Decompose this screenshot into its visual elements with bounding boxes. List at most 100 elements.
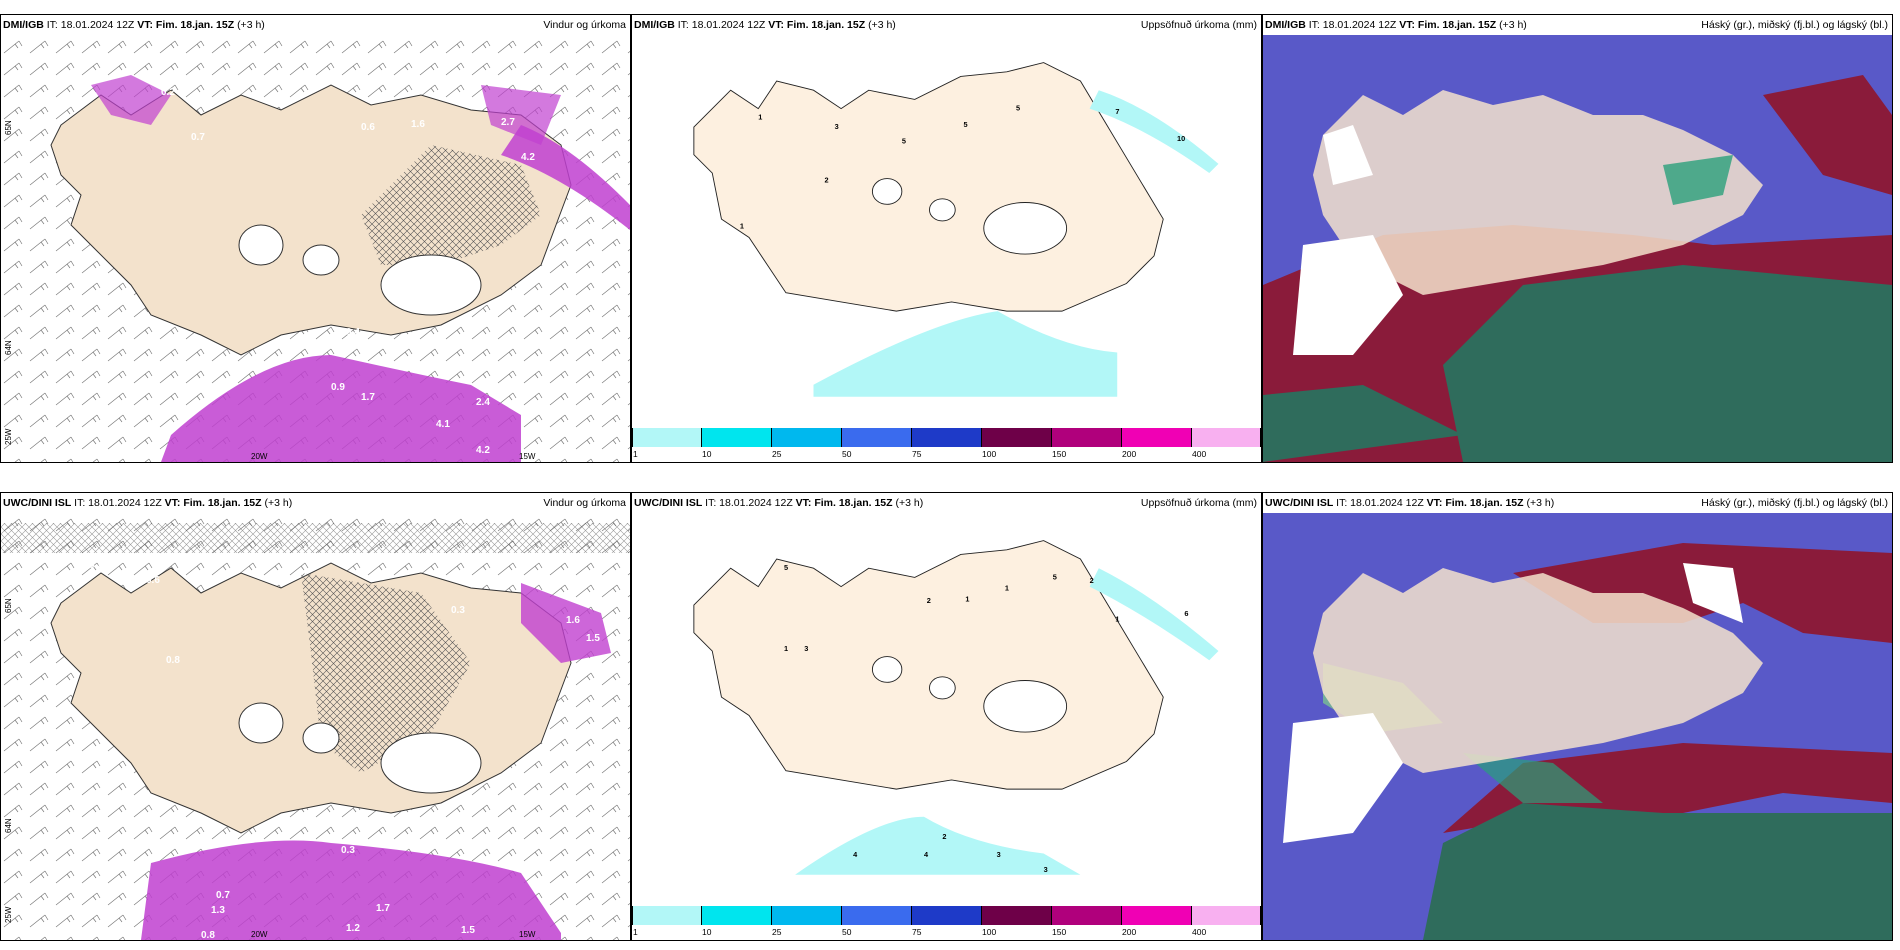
init-time: IT: 18.01.2024 12Z xyxy=(46,19,135,31)
cloud-map xyxy=(1263,513,1892,940)
precip-value: 0.7 xyxy=(191,132,205,143)
precip-value: 0.3 xyxy=(451,605,465,616)
precip-value: 0.8 xyxy=(201,930,215,940)
precip-value: 0.4 xyxy=(346,327,360,338)
colorbar-swatch xyxy=(702,428,772,447)
colorbar-swatch xyxy=(702,906,772,925)
accum-value: 2 xyxy=(1090,576,1094,585)
panel-header: UWC/DINI ISL IT: 18.01.2024 12Z VT: Fim.… xyxy=(1263,493,1892,513)
valid-time: VT: Fim. 18.jan. 15Z xyxy=(164,497,262,509)
panel-uwc-wind-precip: UWC/DINI ISL IT: 18.01.2024 12Z VT: Fim.… xyxy=(0,492,631,941)
colorbar-tick: 25 xyxy=(772,927,782,937)
accum-value: 5 xyxy=(1053,572,1057,581)
iceland-land xyxy=(693,62,1164,312)
valid-time: VT: Fim. 18.jan. 15Z xyxy=(795,497,893,509)
accum-value: 5 xyxy=(784,563,788,572)
precip-value: 0.6 xyxy=(146,575,160,586)
init-time: IT: 18.01.2024 12Z xyxy=(74,497,162,509)
colorbar-tick: 75 xyxy=(912,449,922,459)
accum-value: 1 xyxy=(1115,615,1119,624)
panel-title: Háský (gr.), miðský (fj.bl.) og lágský (… xyxy=(1701,497,1888,509)
accum-value: 5 xyxy=(964,120,968,129)
panel-header: UWC/DINI ISL IT: 18.01.2024 12Z VT: Fim.… xyxy=(632,493,1261,513)
valid-time: VT: Fim. 18.jan. 15Z xyxy=(1399,19,1497,31)
colorbar-tick: 1 xyxy=(633,449,638,459)
colorbar-swatch xyxy=(632,428,702,447)
panel-header: DMI/IGB IT: 18.01.2024 12Z VT: Fim. 18.j… xyxy=(1,15,630,35)
colorbar-swatch xyxy=(842,428,912,447)
colorbar-swatch xyxy=(982,428,1052,447)
colorbar-tick: 100 xyxy=(982,927,997,937)
wind-precip-map: 0.2 0.7 0.6 2.7 1.6 4.2 0.4 0.9 1.7 2.4 … xyxy=(1,35,630,462)
accum-value: 3 xyxy=(835,122,839,131)
colorbar-tick: 400 xyxy=(1192,449,1207,459)
precip-value: 4.2 xyxy=(521,152,535,163)
colorbar-tick: 1 xyxy=(633,927,638,937)
panel-header: DMI/IGB IT: 18.01.2024 12Z VT: Fim. 18.j… xyxy=(632,15,1261,35)
colorbar-swatch xyxy=(912,428,982,447)
accum-value: 5 xyxy=(1016,103,1020,112)
accum-value: 3 xyxy=(1044,865,1048,874)
colorbar-swatch xyxy=(1192,428,1261,447)
colorbar-swatch xyxy=(632,906,702,925)
accum-value: 10 xyxy=(1177,134,1185,143)
precip-value: 1.3 xyxy=(211,905,225,916)
accum-value: 2 xyxy=(927,596,931,605)
precip-value: 0.4 xyxy=(121,555,135,566)
colorbar-tick: 200 xyxy=(1122,927,1137,937)
model-name: UWC/DINI ISL xyxy=(634,497,703,509)
accum-value: 5 xyxy=(902,137,906,146)
lat-label: 65N xyxy=(4,598,13,613)
colorbar-tick: 50 xyxy=(842,927,852,937)
valid-time: VT: Fim. 18.jan. 15Z xyxy=(768,19,866,31)
colorbar-tick: 200 xyxy=(1122,449,1137,459)
panel-uwc-accum-precip: UWC/DINI ISL IT: 18.01.2024 12Z VT: Fim.… xyxy=(631,492,1262,941)
init-time: IT: 18.01.2024 12Z xyxy=(1308,19,1397,31)
colorbar-swatch xyxy=(912,906,982,925)
precip-value: 4.2 xyxy=(476,445,490,456)
panel-dmi-accum-precip: DMI/IGB IT: 18.01.2024 12Z VT: Fim. 18.j… xyxy=(631,14,1262,463)
model-name: UWC/DINI ISL xyxy=(3,497,72,509)
accum-value: 1 xyxy=(1005,583,1009,592)
precip-value: 0.7 xyxy=(216,890,230,901)
accum-value: 3 xyxy=(997,850,1001,859)
accum-value: 1 xyxy=(784,644,788,653)
panel-title: Vindur og úrkoma xyxy=(543,497,626,509)
lon-label: 15W xyxy=(519,452,536,461)
panel-title: Vindur og úrkoma xyxy=(543,19,626,31)
colorbar-swatch xyxy=(1052,906,1122,925)
precip-area xyxy=(795,816,1081,875)
panel-dmi-wind-precip: DMI/IGB IT: 18.01.2024 12Z VT: Fim. 18.j… xyxy=(0,14,631,463)
precip-value: 2.4 xyxy=(476,397,490,408)
colorbar-tick: 50 xyxy=(842,449,852,459)
lat-label: 64N xyxy=(4,340,13,355)
precip-area xyxy=(813,311,1118,397)
lead-time: (+3 h) xyxy=(895,497,924,509)
init-time: IT: 18.01.2024 12Z xyxy=(677,19,766,31)
colorbar-tick: 150 xyxy=(1052,927,1067,937)
colorbar-tick: 25 xyxy=(772,449,782,459)
precip-value: 1.6 xyxy=(411,119,425,130)
model-name: DMI/IGB xyxy=(634,19,675,31)
precip-value: 0.6 xyxy=(361,122,375,133)
model-name: DMI/IGB xyxy=(3,19,44,31)
colorbar-swatch xyxy=(772,906,842,925)
accum-value: 6 xyxy=(1184,609,1188,618)
cloud-map xyxy=(1263,35,1892,462)
panel-title: Uppsöfnuð úrkoma (mm) xyxy=(1140,497,1257,509)
lead-time: (+3 h) xyxy=(1499,19,1527,31)
lead-time: (+3 h) xyxy=(237,19,265,31)
accum-value: 7 xyxy=(1115,107,1119,116)
colorbar-swatch xyxy=(772,428,842,447)
init-time: IT: 18.01.2024 12Z xyxy=(1336,497,1424,509)
accum-precip-map: 1 3 5 5 5 7 10 2 1 xyxy=(693,62,1219,397)
precip-value: 1.7 xyxy=(376,903,390,914)
precip-value: 1.5 xyxy=(586,633,600,644)
colorbar-swatch xyxy=(1122,428,1192,447)
precip-value: 0.8 xyxy=(166,655,180,666)
accum-value: 2 xyxy=(825,175,829,184)
panel-title: Uppsöfnuð úrkoma (mm) xyxy=(1140,19,1257,31)
colorbar-tick: 400 xyxy=(1192,927,1207,937)
colorbar-swatch xyxy=(1052,428,1122,447)
lat-label: 65N xyxy=(4,120,13,135)
